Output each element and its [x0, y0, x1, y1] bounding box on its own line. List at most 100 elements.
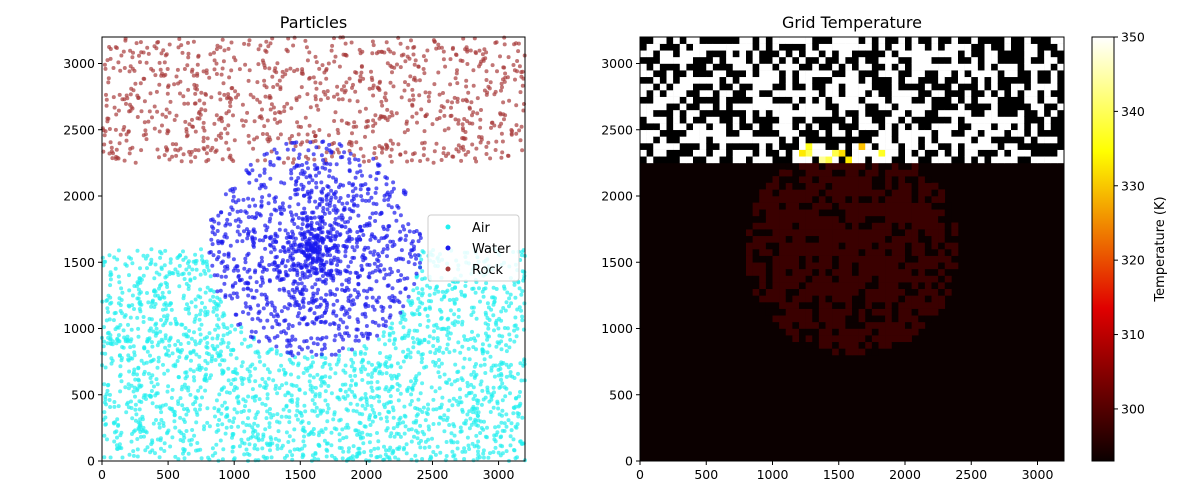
air-point	[348, 401, 353, 406]
heatmap-cell	[653, 37, 661, 44]
air-point	[162, 302, 167, 307]
air-point	[177, 284, 182, 289]
rock-point	[394, 111, 399, 116]
heatmap-cell	[726, 109, 734, 117]
rock-point	[116, 156, 121, 161]
water-point	[351, 194, 356, 199]
rock-point	[181, 152, 186, 157]
heatmap-cell	[726, 96, 734, 104]
rock-point	[520, 83, 525, 88]
air-point	[145, 266, 149, 271]
air-point	[480, 342, 485, 347]
rock-point	[352, 153, 357, 158]
rock-point	[371, 93, 376, 98]
rock-point	[220, 157, 225, 162]
rock-point	[405, 45, 410, 50]
rock-point	[263, 48, 268, 53]
rock-point	[103, 66, 108, 71]
air-point	[420, 269, 425, 274]
air-point	[277, 386, 282, 391]
rock-point	[336, 97, 341, 102]
rock-point	[408, 74, 413, 79]
water-point	[308, 232, 313, 236]
heatmap-cell	[785, 275, 793, 283]
water-point	[282, 305, 287, 310]
air-point	[170, 351, 175, 356]
air-point	[194, 267, 199, 272]
heatmap-cell	[785, 321, 793, 329]
heatmap-cell	[792, 56, 800, 64]
water-point	[265, 318, 270, 323]
air-point	[375, 394, 380, 398]
air-point	[246, 344, 250, 349]
air-point	[513, 456, 518, 461]
water-point	[296, 202, 301, 207]
air-point	[115, 435, 119, 440]
water-point	[364, 222, 369, 227]
air-point	[203, 310, 208, 314]
air-point	[128, 345, 133, 350]
heatmap-cell	[759, 295, 767, 303]
heatmap-cell	[799, 196, 806, 203]
heatmap-cell	[785, 63, 793, 71]
water-point	[324, 260, 329, 265]
rock-point	[154, 46, 159, 51]
rock-point	[382, 50, 387, 55]
heatmap-cell	[719, 136, 727, 144]
water-point	[327, 271, 332, 276]
heatmap-cell	[785, 202, 793, 210]
air-point	[239, 325, 244, 330]
heatmap-cell	[726, 156, 734, 164]
heatmap-cell	[679, 96, 687, 104]
heatmap-cell	[653, 129, 661, 137]
air-point	[374, 455, 379, 460]
air-point	[504, 343, 508, 348]
air-point	[130, 432, 134, 436]
air-point	[504, 449, 509, 454]
water-point	[343, 331, 347, 336]
air-point	[194, 313, 199, 318]
air-point	[469, 372, 474, 377]
heatmap-cell	[792, 275, 800, 283]
air-point	[221, 333, 226, 338]
heatmap-cell	[772, 176, 780, 184]
rock-point	[193, 148, 198, 152]
air-point	[161, 421, 166, 425]
water-point	[418, 265, 423, 270]
water-point	[288, 235, 293, 240]
heatmap-cell	[759, 143, 767, 150]
air-point	[337, 353, 342, 358]
water-point	[312, 311, 317, 316]
water-point	[319, 153, 324, 158]
heatmap-cell	[799, 268, 806, 276]
rock-point	[317, 66, 322, 71]
air-point	[455, 378, 460, 382]
heatmap-cell	[752, 136, 760, 144]
rock-point	[325, 89, 330, 94]
air-point	[291, 383, 296, 388]
air-point	[221, 370, 225, 375]
air-point	[500, 413, 504, 418]
air-point	[119, 446, 124, 451]
heatmap-cell	[679, 50, 687, 58]
air-point	[487, 318, 492, 322]
rock-point	[336, 131, 341, 136]
air-point	[185, 406, 190, 411]
water-point	[275, 322, 280, 326]
heatmap-cell	[765, 129, 773, 137]
rock-point	[475, 111, 480, 116]
water-point	[262, 167, 267, 172]
rock-point	[423, 90, 428, 95]
air-point	[152, 276, 157, 281]
rock-point	[335, 84, 340, 89]
water-point	[286, 240, 291, 245]
heatmap-cell	[792, 268, 800, 276]
rock-point	[384, 40, 389, 45]
air-point	[474, 410, 478, 415]
air-point	[329, 453, 334, 458]
water-point	[328, 292, 333, 297]
heatmap-cell	[732, 103, 740, 111]
air-point	[453, 319, 458, 324]
air-point	[458, 395, 462, 400]
air-point	[126, 400, 130, 405]
